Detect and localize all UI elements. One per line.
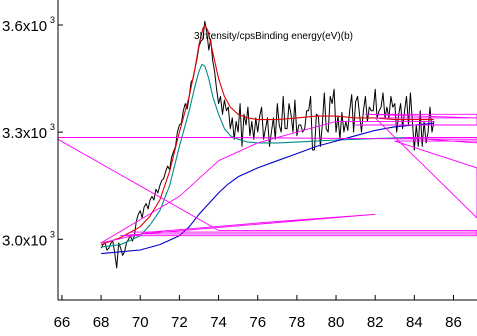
y-tick-label-exponent: 3 [50, 229, 55, 239]
y-tick-label: 3.6x10 [2, 18, 47, 35]
x-tick-label: 86 [445, 314, 462, 331]
series-background-line [101, 122, 434, 255]
series-peak-line [101, 63, 434, 248]
axis-title-lettering: 3Intensity/cpsBinding energy(eV)(b) [194, 31, 353, 42]
y-tick-label: 3.3x10 [2, 125, 47, 142]
x-tick-label: 72 [171, 314, 188, 331]
y-tick-label-exponent: 3 [50, 15, 55, 25]
series-envelope-line [100, 24, 434, 246]
x-tick-label: 80 [328, 314, 345, 331]
series-raw-line [100, 20, 435, 269]
y-tick-label: 3.0x10 [2, 232, 47, 249]
x-tick-label: 66 [54, 314, 71, 331]
series-artifact-line [57, 113, 477, 244]
x-tick-label: 82 [367, 314, 384, 331]
x-axis: 66 68 70 72 74 76 78 80 82 84 86 [54, 295, 477, 331]
x-tick-label: 70 [132, 314, 149, 331]
y-axis: 3.0x10 33.3x10 33.6x10 3 [2, 0, 63, 300]
x-tick-label: 78 [289, 314, 306, 331]
y-tick-label-exponent: 3 [50, 122, 55, 132]
x-tick-label: 74 [210, 314, 227, 331]
x-tick-label: 68 [93, 314, 110, 331]
x-tick-label: 84 [406, 314, 423, 331]
x-tick-label: 76 [249, 314, 266, 331]
series-group [57, 20, 477, 269]
